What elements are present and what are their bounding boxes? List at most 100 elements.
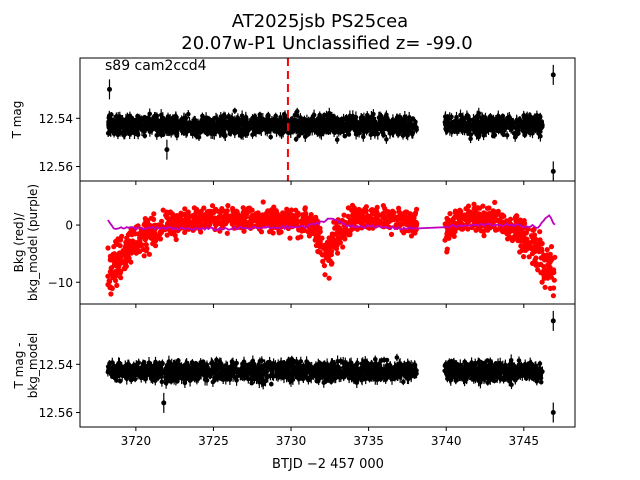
bkg-point xyxy=(238,217,244,223)
mag-point xyxy=(292,112,298,118)
mag-point xyxy=(534,127,539,133)
bkg-point xyxy=(512,214,519,220)
bkg-point xyxy=(151,211,157,217)
bkg-point xyxy=(183,211,189,217)
bkg-point xyxy=(229,219,235,225)
x-axis-label: BTJD −2 457 000 xyxy=(272,457,384,472)
mag-point xyxy=(308,119,313,125)
mag-point xyxy=(282,113,288,119)
mag-point xyxy=(401,128,406,133)
bkg-point xyxy=(328,252,334,258)
bkg-point xyxy=(399,221,405,227)
bkg-point xyxy=(126,246,132,252)
mag-point xyxy=(361,134,366,140)
mag-point xyxy=(498,128,504,133)
mag-point xyxy=(402,114,408,119)
bkg-point xyxy=(223,221,229,227)
mag-point xyxy=(277,127,282,133)
bkg-point xyxy=(141,253,147,259)
mag-point xyxy=(269,125,274,131)
mag-point xyxy=(310,126,315,132)
bkg-point xyxy=(251,213,257,219)
mag-point xyxy=(280,126,286,131)
bkg-point xyxy=(402,209,409,215)
mag-point xyxy=(395,127,400,133)
mag-point xyxy=(175,126,180,131)
mag-point xyxy=(408,123,413,128)
mag-point xyxy=(200,113,205,119)
bkg-point xyxy=(209,216,215,222)
mag-point xyxy=(539,119,545,124)
mag-point xyxy=(191,120,196,125)
mag-point xyxy=(536,131,541,136)
mag-point xyxy=(235,115,241,121)
mag-point xyxy=(511,131,517,136)
bkg-point xyxy=(544,247,550,253)
mag-point xyxy=(377,118,383,123)
bkg-point xyxy=(390,215,396,221)
bkg-point xyxy=(329,233,335,239)
bkg-point xyxy=(373,207,379,213)
bkg-point xyxy=(267,229,273,235)
bkg-point xyxy=(287,235,293,241)
mag-point xyxy=(256,116,261,122)
bkg-point xyxy=(222,208,228,214)
mag-point xyxy=(536,120,541,126)
bkg-point xyxy=(184,222,190,228)
outlier-point xyxy=(550,72,556,78)
bkg-point xyxy=(209,203,216,209)
bkg-point xyxy=(124,239,130,245)
bkg-point xyxy=(137,235,143,241)
mag-point xyxy=(352,126,358,132)
outlier-point xyxy=(106,86,112,92)
mag-point xyxy=(315,130,320,136)
mag-point xyxy=(135,132,141,137)
mag-point xyxy=(381,132,387,138)
bkg-point xyxy=(390,208,396,214)
bkg-point xyxy=(244,210,250,217)
mag-point xyxy=(214,121,220,127)
bkg-point xyxy=(111,244,117,250)
bkg-point xyxy=(233,215,239,221)
bkg-point xyxy=(385,219,391,226)
bkg-point xyxy=(176,217,183,223)
mag-point xyxy=(322,112,327,118)
bkg-point xyxy=(295,235,301,241)
mag-point xyxy=(234,124,240,129)
mag-point xyxy=(137,118,143,124)
bkg-point xyxy=(408,233,415,239)
bkg-point xyxy=(133,242,139,248)
bkg-point xyxy=(130,249,136,255)
mag-point xyxy=(228,129,234,135)
bkg-point xyxy=(196,216,202,222)
mag-point xyxy=(239,133,244,139)
bkg-point xyxy=(119,233,125,239)
bkg-point xyxy=(335,250,341,256)
bkg-point xyxy=(153,238,159,244)
bkg-point xyxy=(369,207,375,213)
bkg-point xyxy=(146,251,152,257)
mag-point xyxy=(499,118,505,123)
bkg-point xyxy=(535,267,541,273)
bkg-point xyxy=(143,242,149,248)
bkg-point xyxy=(115,241,121,247)
mag-point xyxy=(126,122,132,127)
bkg-point xyxy=(301,227,308,233)
mag-point xyxy=(278,115,283,120)
mag-point xyxy=(407,118,413,123)
bkg-point xyxy=(118,252,124,258)
mag-point xyxy=(524,114,530,119)
bkg-point xyxy=(293,207,299,213)
mag-point xyxy=(478,129,483,135)
bkg-point xyxy=(112,256,118,262)
bkg-point xyxy=(290,212,296,218)
chart-title-line2: 20.07w-P1 Unclassified z= -99.0 xyxy=(181,33,472,54)
bkg-point xyxy=(114,282,120,288)
mag-point xyxy=(482,128,488,134)
mag-point xyxy=(311,119,317,125)
bkg-point xyxy=(408,212,414,218)
bkg-point xyxy=(510,237,516,243)
mag-point xyxy=(149,121,154,127)
bkg-point xyxy=(108,265,114,271)
